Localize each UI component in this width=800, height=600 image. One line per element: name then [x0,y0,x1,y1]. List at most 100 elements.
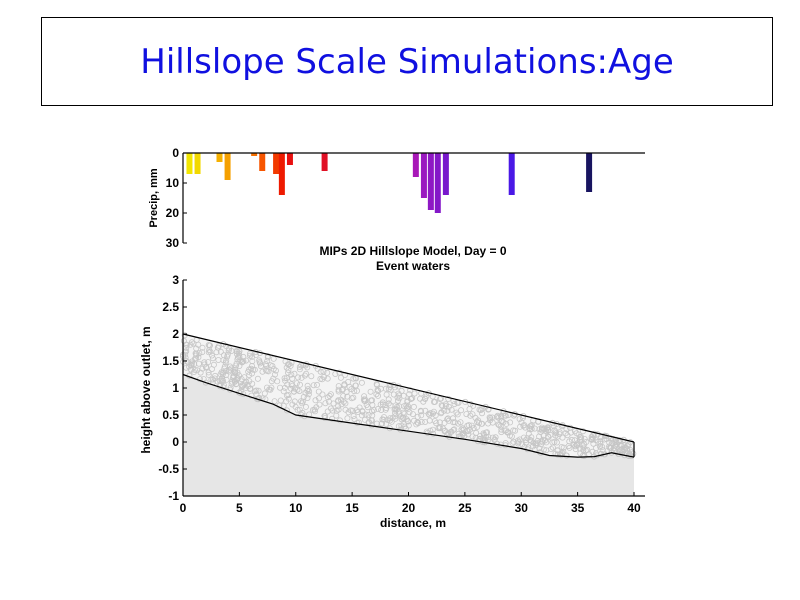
particle [364,404,371,411]
particle [288,371,295,378]
particle [430,398,437,405]
particle [353,407,360,414]
y-tick-label-7: 2.5 [162,300,179,314]
y-tick-label-5: 1.5 [162,354,179,368]
particle [284,369,291,376]
particle [264,358,271,365]
particle [227,363,234,370]
particle [398,387,405,394]
particle [504,429,511,436]
particle [195,360,202,367]
particle [251,366,258,373]
particle [327,391,334,398]
particle [445,403,452,410]
particle [521,421,528,428]
particle [378,406,385,413]
particle [310,382,317,389]
particle [575,431,582,438]
particle [409,395,416,402]
particle [316,401,323,408]
particle [565,443,572,450]
particle [478,410,485,417]
particle [572,446,579,453]
particle [193,345,200,352]
particle [249,380,256,387]
particle [304,364,311,371]
particle [407,387,414,394]
particle [404,418,411,425]
particle [309,406,316,413]
particle [581,441,588,448]
particle [438,410,445,417]
hillslope-ticks: 0 5 10 15 20 25 30 35 40 -1 -0.5 0 0.5 1 1.5 2 2.5 3 [158,273,641,515]
particle [303,370,310,377]
particle [343,389,350,396]
particle [597,438,604,445]
particle [274,378,281,385]
hillslope-title: MIPs 2D Hillslope Model, Day = 0 [319,244,506,258]
particle [223,357,230,364]
particle [465,428,472,435]
particle [418,418,425,425]
particle [351,416,358,423]
particle [236,362,243,369]
particle [246,350,253,357]
particle [256,357,263,364]
precip-bar-2 [216,153,223,162]
precip-bar-8 [286,153,293,165]
precip-bar-12 [427,153,434,210]
x-tick-label-6: 30 [515,501,529,515]
particle [489,419,496,426]
particle [242,357,249,364]
particle [468,422,475,429]
particle [399,414,406,421]
particle [195,354,202,361]
particle [353,387,360,394]
precip-bars [186,153,593,213]
particle [375,387,382,394]
particle [283,407,290,414]
particle [612,439,619,446]
particle [522,436,529,443]
particle [485,420,492,427]
particle [392,409,399,416]
particle [205,349,212,356]
particle [538,438,545,445]
particle [566,438,573,445]
particle [315,388,322,395]
particle [472,414,479,421]
particle [346,383,353,390]
x-tick-label-3: 15 [345,501,359,515]
particle [280,402,287,409]
particle [324,375,331,382]
particle [597,440,604,447]
particle [352,382,359,389]
particle [385,400,392,407]
particle [463,411,470,418]
particle [591,430,598,437]
particle [202,364,209,371]
particle [320,368,327,375]
particle [385,396,392,403]
particle [245,368,252,375]
particle [528,434,535,441]
particle [492,434,499,441]
particle [498,413,505,420]
particle [319,391,326,398]
particle [498,426,505,433]
y-tick-label-0: -1 [168,489,179,503]
particle [441,419,448,426]
particle [239,382,246,389]
y-tick-label-3: 0.5 [162,408,179,422]
particle [248,362,255,369]
particle [580,428,587,435]
particle [392,402,399,409]
particle [299,398,306,405]
particle [387,383,394,390]
particle [209,355,216,362]
particle [223,342,230,349]
particle [284,361,291,368]
particle [458,407,465,414]
particle [350,375,357,382]
particle [500,419,507,426]
